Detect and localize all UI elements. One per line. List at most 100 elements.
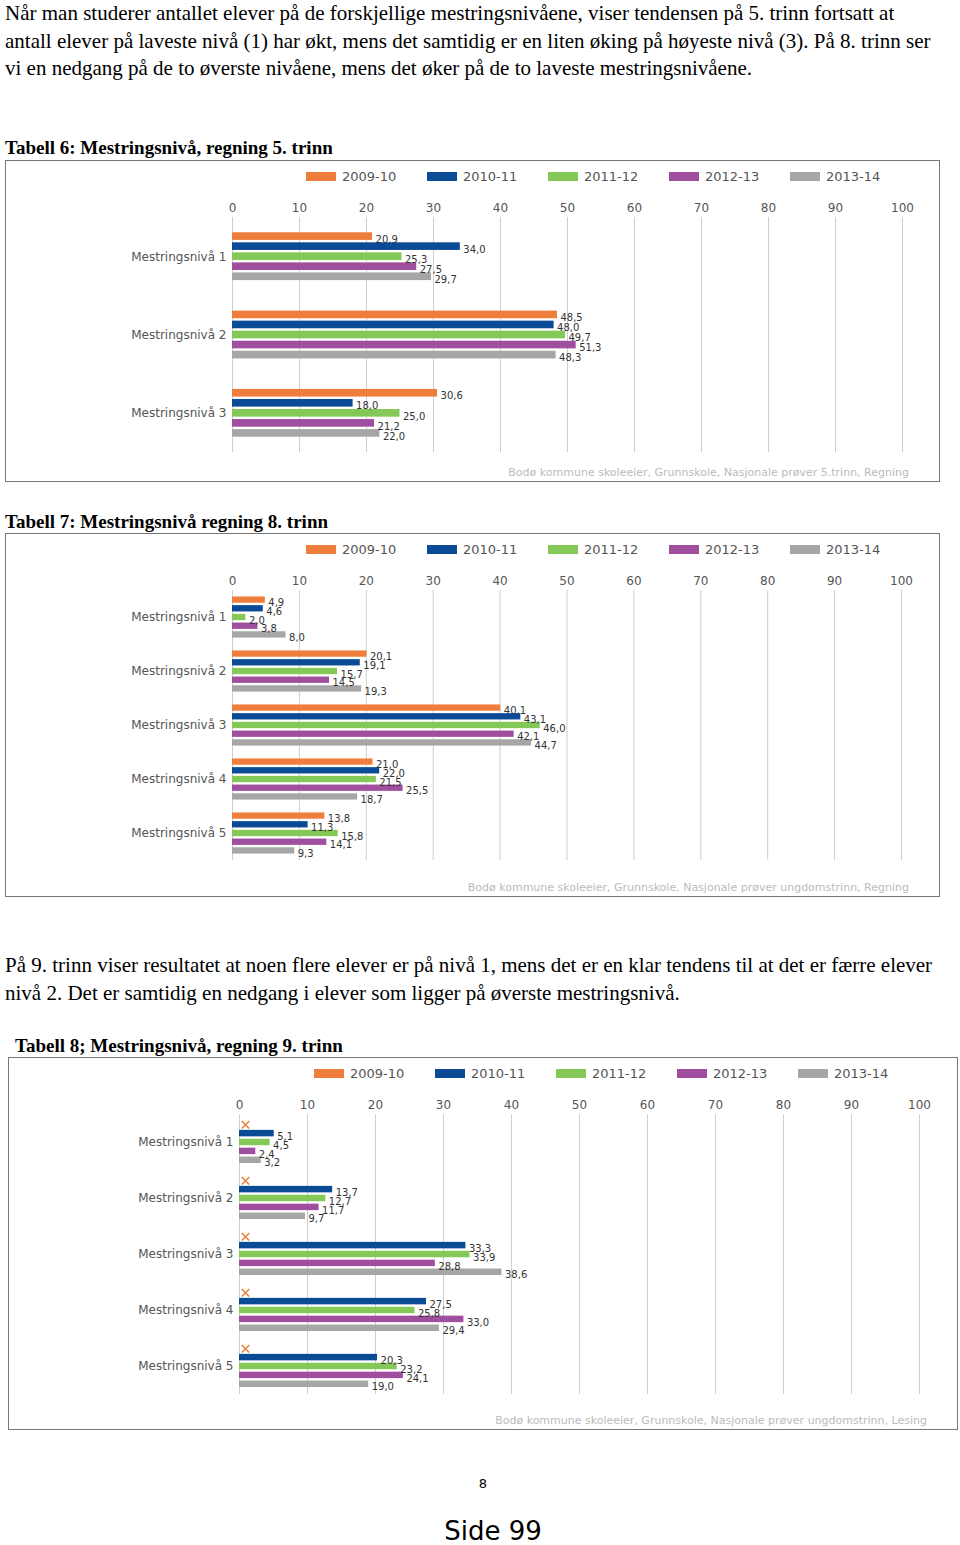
svg-text:9,3: 9,3 [298,848,314,859]
svg-text:80: 80 [761,201,776,215]
svg-text:50: 50 [559,574,574,588]
svg-text:40: 40 [504,1098,519,1112]
html-text:2012-13: 2012-13 [705,541,760,557]
svg-text:60: 60 [626,574,641,588]
svg-text:50: 50 [572,1098,587,1112]
svg-text:14,5: 14,5 [333,677,355,688]
svg-text:30: 30 [426,574,441,588]
svg-text:30: 30 [436,1098,451,1112]
svg-text:11,7: 11,7 [322,1205,344,1216]
svg-text:25,0: 25,0 [403,411,425,422]
svg-text:51,3: 51,3 [579,342,601,353]
html-text:2009-10: 2009-10 [342,541,397,557]
svg-text:25,8: 25,8 [418,1308,440,1319]
svg-text:Mestringsnivå 3: Mestringsnivå 3 [131,406,226,420]
svg-text:80: 80 [776,1098,791,1112]
svg-text:46,0: 46,0 [543,723,565,734]
svg-text:4,6: 4,6 [266,606,282,617]
svg-text:100: 100 [908,1098,931,1112]
html-text:På 9. trinn viser resultatet a: På 9. trinn viser resultatet at noen fle… [5,953,933,1005]
svg-text:10: 10 [300,1098,315,1112]
svg-text:90: 90 [828,201,843,215]
svg-text:0: 0 [229,201,237,215]
svg-text:19,3: 19,3 [365,686,387,697]
svg-text:21,5: 21,5 [379,777,401,788]
svg-text:19,0: 19,0 [372,1381,394,1392]
svg-text:33,0: 33,0 [467,1317,489,1328]
svg-text:30: 30 [426,201,441,215]
svg-text:Mestringsnivå 1: Mestringsnivå 1 [138,1135,233,1149]
svg-text:40,1: 40,1 [504,705,526,716]
svg-text:33,9: 33,9 [473,1252,495,1263]
svg-text:9,7: 9,7 [308,1213,324,1224]
svg-text:Mestringsnivå 3: Mestringsnivå 3 [138,1247,233,1261]
svg-text:Mestringsnivå 1: Mestringsnivå 1 [131,250,226,264]
svg-text:100: 100 [890,574,913,588]
svg-text:Mestringsnivå 5: Mestringsnivå 5 [138,1359,233,1373]
svg-text:29,7: 29,7 [434,274,456,285]
svg-text:70: 70 [693,574,708,588]
svg-text:Mestringsnivå 2: Mestringsnivå 2 [131,664,226,678]
svg-text:11,3: 11,3 [311,822,333,833]
svg-text:44,7: 44,7 [535,740,557,751]
svg-text:Mestringsnivå 4: Mestringsnivå 4 [138,1303,233,1317]
svg-text:20: 20 [359,574,374,588]
svg-text:70: 70 [694,201,709,215]
svg-text:24,1: 24,1 [406,1373,428,1384]
svg-text:Mestringsnivå 2: Mestringsnivå 2 [131,328,226,342]
svg-text:Mestringsnivå 1: Mestringsnivå 1 [131,610,226,624]
svg-text:40: 40 [492,574,507,588]
html-text:Tabell 8; Mestringsnivå, regni: Tabell 8; Mestringsnivå, regning 9. trin… [15,1035,343,1056]
html-text:2010-11: 2010-11 [471,1065,526,1081]
svg-text:3,2: 3,2 [264,1157,280,1168]
svg-text:100: 100 [891,201,914,215]
html-text:2010-11: 2010-11 [463,541,518,557]
svg-text:10: 10 [292,574,307,588]
html-text:2009-10: 2009-10 [350,1065,405,1081]
svg-text:38,6: 38,6 [505,1269,527,1280]
svg-text:90: 90 [827,574,842,588]
svg-text:14,1: 14,1 [330,839,352,850]
svg-text:Mestringsnivå 5: Mestringsnivå 5 [131,826,226,840]
svg-text:80: 80 [760,574,775,588]
svg-text:48,3: 48,3 [559,352,581,363]
svg-text:40: 40 [493,201,508,215]
svg-text:25,5: 25,5 [406,785,428,796]
svg-text:18,0: 18,0 [356,400,378,411]
svg-text:10: 10 [292,201,307,215]
html-text:2011-12: 2011-12 [584,541,639,557]
svg-text:90: 90 [844,1098,859,1112]
html-text:2010-11: 2010-11 [463,168,518,184]
html-text:2013-14: 2013-14 [826,168,881,184]
svg-text:8,0: 8,0 [289,632,305,643]
html-text:Når man studerer antallet elev: Når man studerer antallet elever på de f… [5,1,931,80]
svg-text:30,6: 30,6 [441,390,463,401]
svg-text:20: 20 [368,1098,383,1112]
svg-text:60: 60 [627,201,642,215]
svg-text:60: 60 [640,1098,655,1112]
svg-text:3,8: 3,8 [261,623,277,634]
svg-text:19,1: 19,1 [363,660,385,671]
html-text:2009-10: 2009-10 [342,168,397,184]
svg-text:18,7: 18,7 [361,794,383,805]
svg-text:20: 20 [359,201,374,215]
svg-text:70: 70 [708,1098,723,1112]
html-text:Tabell 6: Mestringsnivå, regni: Tabell 6: Mestringsnivå, regning 5. trin… [5,137,333,158]
html-text:2012-13: 2012-13 [705,168,760,184]
svg-text:4,5: 4,5 [273,1140,289,1151]
svg-text:29,4: 29,4 [442,1325,464,1336]
svg-text:0: 0 [236,1098,244,1112]
svg-text:Mestringsnivå 4: Mestringsnivå 4 [131,772,226,786]
svg-text:28,8: 28,8 [438,1261,460,1272]
svg-text:22,0: 22,0 [383,431,405,442]
svg-text:34,0: 34,0 [463,244,485,255]
svg-text:0: 0 [229,574,237,588]
html-text:2011-12: 2011-12 [584,168,639,184]
html-text:2013-14: 2013-14 [826,541,881,557]
svg-text:50: 50 [560,201,575,215]
svg-text:Mestringsnivå 2: Mestringsnivå 2 [138,1191,233,1205]
html-text:Tabell 7: Mestringsnivå regnin: Tabell 7: Mestringsnivå regning 8. trinn [5,511,328,532]
svg-text:20,9: 20,9 [376,234,398,245]
svg-text:Mestringsnivå 3: Mestringsnivå 3 [131,718,226,732]
html-text:Side 99: Side 99 [444,1516,542,1545]
